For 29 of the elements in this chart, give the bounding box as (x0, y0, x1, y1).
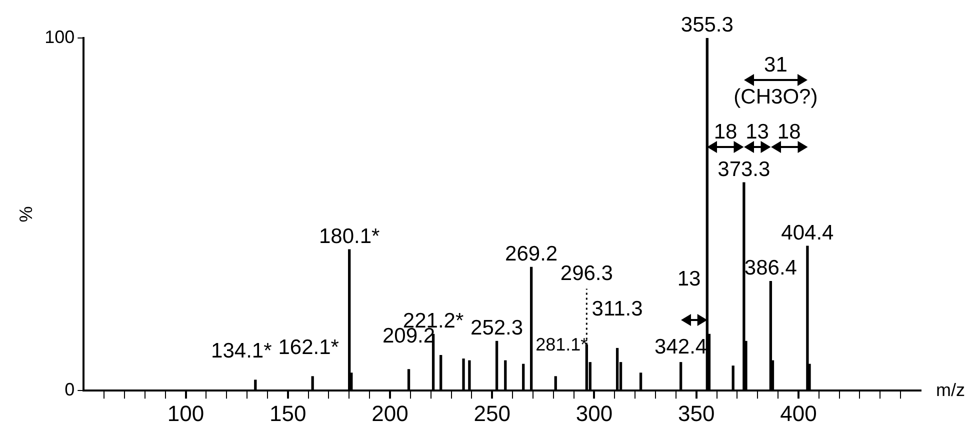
x-tick-label: 250 (474, 400, 510, 426)
y-axis-title: % (16, 206, 36, 222)
annotation: 31 (764, 54, 788, 77)
annotation: 252.3 (470, 316, 524, 340)
x-tick-label: 150 (270, 400, 306, 426)
annotation: 18 (777, 120, 801, 144)
y-tick-label: 0 (64, 380, 75, 400)
annotation: 13 (677, 267, 701, 290)
annotation: 296.3 (560, 262, 613, 286)
annotation: 18 (714, 120, 738, 144)
annotation: (CH3O?) (734, 86, 818, 109)
x-tick-label: 350 (678, 400, 715, 426)
annotation: 404.4 (781, 221, 834, 244)
annotation: 13 (746, 120, 769, 144)
x-tick-label: 200 (372, 400, 408, 426)
x-tick-label: 400 (780, 400, 817, 426)
annotation: 269.2 (505, 242, 558, 266)
annotation: 180.1* (318, 224, 380, 248)
annotation: 162.1* (278, 336, 339, 359)
annotation: 355.3 (680, 13, 734, 36)
x-axis-title: m/z (936, 380, 965, 401)
annotation: 311.3 (592, 298, 643, 321)
annotation: 134.1* (211, 339, 272, 362)
annotation: 281.1* (536, 334, 588, 354)
annotation: 342.4 (654, 336, 708, 359)
x-tick-label: 300 (576, 400, 613, 426)
x-tick-label: 100 (167, 400, 204, 426)
annotation: 373.3 (718, 158, 770, 181)
annotation: 386.4 (744, 256, 798, 280)
